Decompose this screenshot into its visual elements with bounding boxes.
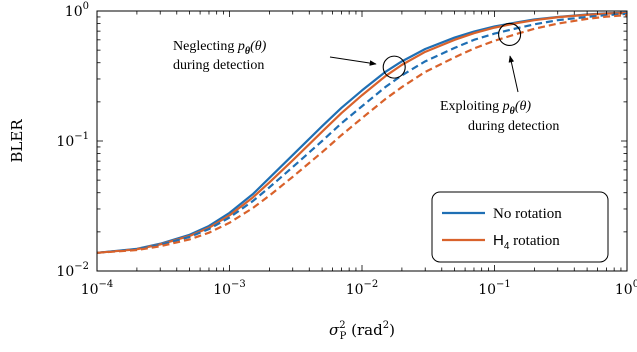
series-line-dashed-no-rotation [97, 12, 627, 254]
legend-label-h4-rest: rotation [509, 233, 560, 249]
tick-label-layer: 10−4 10−3 10−2 10−1 100 10−2 10−1 100 [56, 1, 637, 298]
annotation-exploiting-line1: Exploiting pθ(θ) [440, 99, 531, 117]
annotation-neglecting-func: p [237, 39, 245, 54]
annotation-exploiting-line2: during detection [468, 119, 559, 134]
annotation-exploiting-sub: θ [510, 106, 516, 117]
x-axis-label-unit-sup: 2 [383, 320, 389, 331]
series-line-solid-h4-rotation [97, 11, 627, 254]
x-axis-label-close: ) [389, 321, 395, 339]
x-tick-label: 10−1 [478, 279, 511, 298]
annotation-neglecting-prefix: Neglecting [173, 39, 238, 54]
legend-box [431, 191, 609, 263]
legend-label-h4-main: H [493, 232, 504, 249]
x-tick-label: 10−2 [346, 279, 379, 298]
annotation-neglecting-line1: Neglecting pθ(θ) [173, 39, 267, 57]
x-tick-label: 10−4 [81, 279, 114, 298]
x-axis-label-sup: 2 [339, 320, 345, 331]
x-tick-label: 10−3 [213, 279, 246, 298]
series-layer [97, 11, 627, 254]
annotation-exploiting: Exploiting pθ(θ) during detection [440, 22, 559, 134]
annotation-neglecting-line2: during detection [173, 58, 264, 73]
annotation-exploiting-func: p [502, 99, 510, 114]
y-tick-label: 10−2 [56, 261, 89, 280]
plot-frame [96, 10, 628, 272]
legend-label-h4-sub: 4 [504, 241, 510, 252]
y-tick-label: 10−1 [56, 131, 89, 150]
annotation-exploiting-arg: (θ) [515, 99, 532, 114]
x-tick-label: 100 [615, 279, 637, 298]
annotation-neglecting-arrow [329, 56, 377, 66]
annotation-neglecting-sub: θ [245, 46, 251, 57]
y-axis-label: BLER [8, 119, 26, 163]
annotation-neglecting-arg: (θ) [250, 39, 267, 54]
y-tick-label: 100 [65, 1, 89, 20]
x-axis-label: σ2 P (rad2) [329, 320, 395, 342]
x-axis-label-sigma: σ [329, 321, 340, 339]
annotation-exploiting-arrow [508, 55, 519, 93]
legend-label-no-rotation: No rotation [493, 206, 562, 222]
legend-label-no-rotation-main: No rotation [493, 206, 562, 222]
annotation-exploiting-circle [498, 22, 522, 47]
legend-label-h4-rotation: H4 rotation [493, 232, 560, 252]
annotation-exploiting-prefix: Exploiting [440, 99, 503, 114]
series-line-dashed-h4-rotation [97, 14, 627, 254]
x-axis-label-sub: P [340, 331, 347, 342]
annotation-neglecting: Neglecting pθ(θ) during detection [173, 39, 406, 79]
legend: No rotation H4 rotation [431, 191, 609, 263]
annotation-neglecting-circle [382, 55, 406, 79]
x-axis-label-unit: (rad [346, 321, 383, 339]
